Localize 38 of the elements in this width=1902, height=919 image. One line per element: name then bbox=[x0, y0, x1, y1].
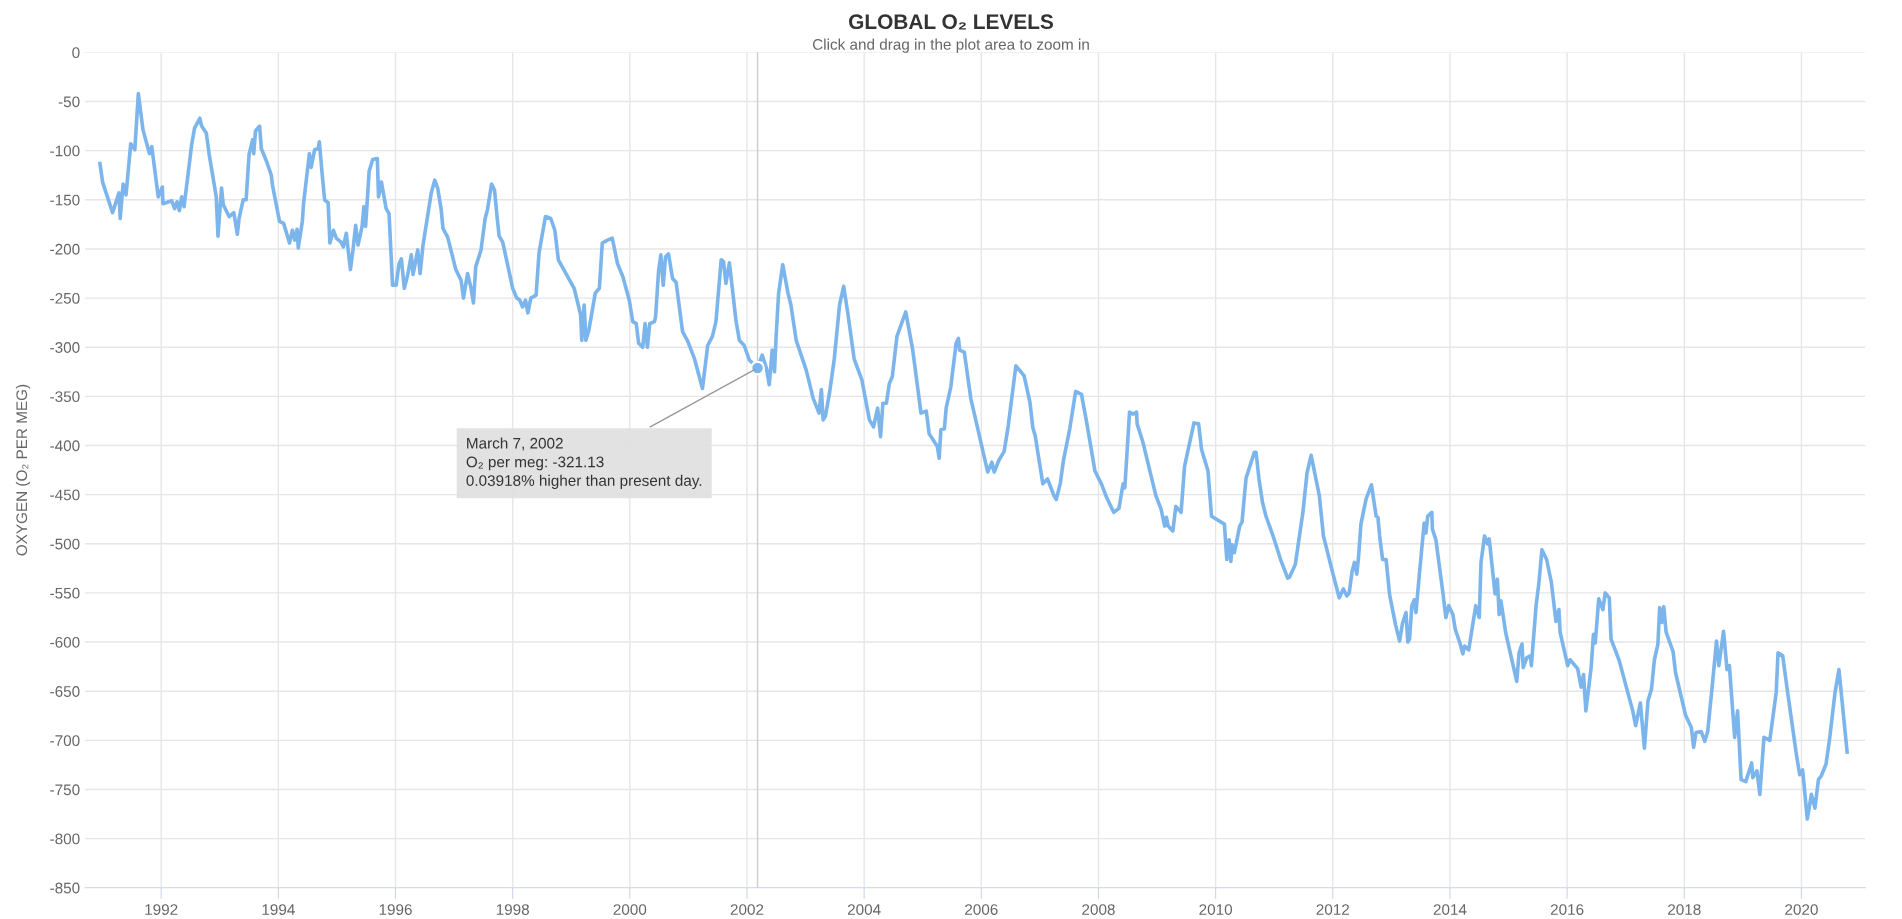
y-tick-label: -50 bbox=[58, 96, 80, 108]
y-tick-label: -600 bbox=[50, 636, 80, 648]
x-tick-label: 2016 bbox=[1550, 904, 1584, 915]
x-tick-label: 2014 bbox=[1433, 904, 1467, 915]
y-tick-label: -450 bbox=[50, 489, 80, 501]
y-tick-label: -700 bbox=[50, 735, 80, 747]
y-tick-label: 0 bbox=[72, 47, 80, 59]
x-tick-label: 1996 bbox=[379, 904, 412, 915]
y-tick-label: -350 bbox=[50, 391, 80, 403]
x-tick-label: 2002 bbox=[730, 904, 764, 915]
y-tick-label: -800 bbox=[50, 833, 80, 845]
y-tick-label: -550 bbox=[50, 587, 80, 599]
x-tick-label: 2008 bbox=[1082, 904, 1115, 915]
y-tick-label: -250 bbox=[50, 292, 80, 304]
y-tick-label: -200 bbox=[50, 243, 80, 255]
y-tick-label: -750 bbox=[50, 784, 80, 796]
x-tick-label: 2006 bbox=[965, 904, 998, 915]
y-tick-label: -650 bbox=[50, 686, 80, 697]
y-axis-title: OXYGEN (O₂ PER MEG) bbox=[15, 384, 31, 556]
y-tick-label: -850 bbox=[50, 882, 80, 894]
x-tick-label: 1992 bbox=[145, 904, 178, 915]
y-tick-label: -100 bbox=[50, 145, 80, 157]
x-tick-label: 2012 bbox=[1316, 904, 1350, 915]
chart-title: GLOBAL O₂ LEVELS bbox=[849, 14, 1054, 30]
x-tick-label: 2018 bbox=[1668, 904, 1701, 915]
chart-subtitle: Click and drag in the plot area to zoom in bbox=[812, 38, 1089, 53]
x-tick-label: 1998 bbox=[496, 904, 529, 915]
x-tick-label: 2020 bbox=[1785, 904, 1818, 915]
y-tick-label: -300 bbox=[50, 342, 80, 353]
line-series bbox=[98, 91, 1849, 821]
x-tick-label: 1994 bbox=[262, 904, 295, 915]
x-tick-label: 2010 bbox=[1199, 904, 1233, 915]
annotation: March 7, 2002 O₂ per meg: -321.13 0.03918% higher than present day. bbox=[466, 437, 702, 490]
y-tick-label: -500 bbox=[50, 538, 80, 550]
x-tick-label: 2004 bbox=[847, 904, 881, 915]
y-tick-label: -150 bbox=[50, 194, 80, 206]
x-tick-label: 2000 bbox=[613, 904, 647, 915]
y-tick-label: -400 bbox=[50, 440, 80, 452]
